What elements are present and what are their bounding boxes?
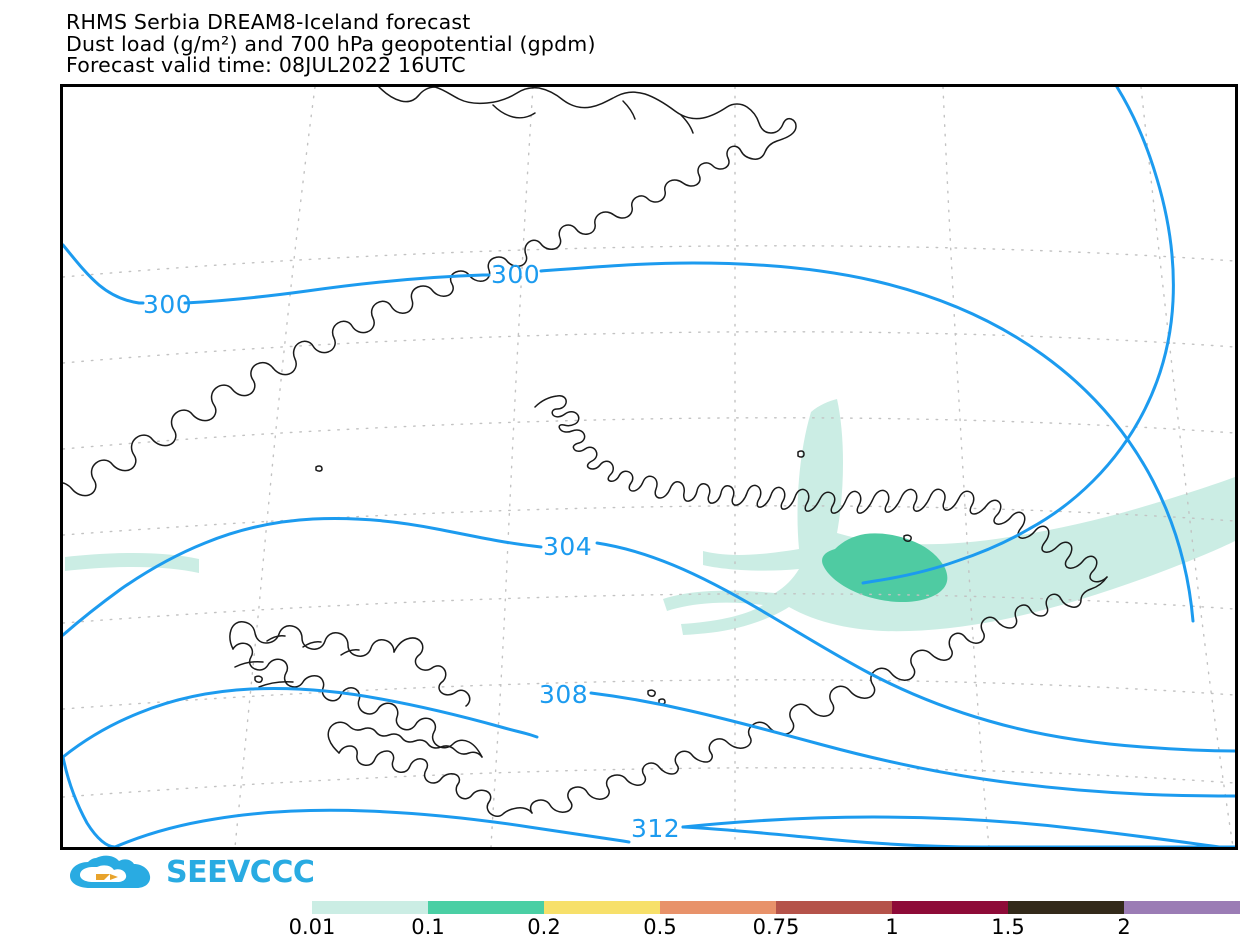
colorbar-segment-7 [1008, 901, 1124, 914]
contour-304 [63, 516, 543, 637]
forecast-map[interactable]: 300 300 304 308 312 [60, 84, 1238, 850]
contour-312 [113, 808, 631, 847]
contour-labels: 300 300 304 308 312 [143, 260, 680, 843]
islet-2 [903, 534, 912, 542]
islet-1 [797, 450, 805, 458]
iceland-southwest-peninsula [338, 745, 533, 817]
colorbar: 0.01 0.1 0.2 0.5 0.75 1 1.5 2 [196, 901, 1240, 941]
islet-6 [254, 675, 263, 683]
geopotential-contours [63, 87, 1235, 847]
greenland-coastline-south [63, 361, 274, 497]
contour-label-300-mid: 300 [491, 260, 540, 289]
colorbar-tick-0.5: 0.5 [643, 915, 677, 939]
colorbar-labels: 0.01 0.1 0.2 0.5 0.75 1 1.5 2 [196, 915, 1240, 941]
greenland-fjord-2 [680, 114, 694, 134]
title-line-3: Forecast valid time: 08JUL2022 16UTC [66, 53, 466, 77]
map-canvas: 300 300 304 308 312 [63, 87, 1235, 847]
colorbar-tick-2: 2 [1117, 915, 1131, 939]
iceland-nw-fjord-detail-3 [340, 649, 360, 656]
title-block: RHMS Serbia DREAM8-Iceland forecast Dust… [66, 10, 1066, 77]
colorbar-tick-0.1: 0.1 [411, 915, 445, 939]
colorbar-tick-0.2: 0.2 [527, 915, 561, 939]
colorbar-segment-3 [544, 901, 660, 914]
greenland-inner-detail [492, 104, 536, 119]
greenland-coastline [272, 87, 797, 376]
iceland-westfjords-west [393, 637, 471, 707]
iceland-nw-fjord-detail-4 [234, 661, 264, 668]
seevccc-logo: SEEVCCC [66, 853, 315, 893]
colorbar-segment-5 [776, 901, 892, 914]
logo-text: SEEVCCC [166, 855, 315, 890]
colorbar-segment-4 [660, 901, 776, 914]
contour-label-300-west: 300 [143, 290, 192, 319]
iceland-south-coast [529, 721, 770, 814]
iceland-westfjords-north [229, 621, 395, 657]
contour-312-c [681, 815, 1232, 847]
contour-312-b [681, 825, 1235, 847]
graticule [63, 87, 1235, 847]
contour-label-304: 304 [543, 532, 592, 561]
iceland-east-coast [768, 576, 1108, 735]
iceland-westfjords [232, 642, 483, 758]
contour-308-branch [63, 755, 117, 847]
contour-300-b [183, 273, 491, 305]
title-line-1: RHMS Serbia DREAM8-Iceland forecast [66, 10, 471, 34]
dust-band-0.1 [822, 533, 948, 602]
contour-label-308: 308 [539, 680, 588, 709]
colorbar-tick-1.5: 1.5 [991, 915, 1025, 939]
colorbar-tick-0.75: 0.75 [752, 915, 800, 939]
cloud-icon [70, 855, 151, 888]
colorbar-segment-0 [196, 901, 312, 914]
dust-band-0.01 [663, 399, 1235, 635]
islet-5 [315, 465, 323, 472]
contour-label-312: 312 [631, 814, 680, 843]
contour-304-b [595, 541, 1235, 753]
colorbar-segment-1 [312, 901, 428, 914]
title-line-2: Dust load (g/m²) and 700 hPa geopotentia… [66, 31, 596, 56]
colorbar-segment-6 [892, 901, 1008, 914]
iceland-nw-fjord-detail-2 [302, 641, 322, 648]
iceland-snaefellsnes [327, 721, 483, 758]
iceland-nw-fjord-detail-1 [266, 635, 286, 642]
dust-plume-layer [65, 399, 1235, 635]
contour-308-b [589, 691, 1235, 798]
contour-300-c [539, 261, 1195, 623]
colorbar-segment-2 [428, 901, 544, 914]
islet-3 [647, 689, 656, 697]
dust-band-0.01-west [65, 553, 199, 573]
iceland-coastline [534, 395, 1108, 583]
colorbar-tick-1: 1 [885, 915, 899, 939]
iceland-nw-fjord-detail-5 [258, 681, 294, 688]
contour-300 [63, 243, 145, 305]
colorbar-tick-0.01: 0.01 [288, 915, 336, 939]
coastlines [63, 87, 1108, 817]
contour-308 [63, 686, 539, 759]
contour-300-arc [861, 87, 1175, 585]
colorbar-strip [196, 901, 1240, 914]
colorbar-segment-8 [1124, 901, 1240, 914]
greenland-fjord-1 [622, 100, 636, 120]
